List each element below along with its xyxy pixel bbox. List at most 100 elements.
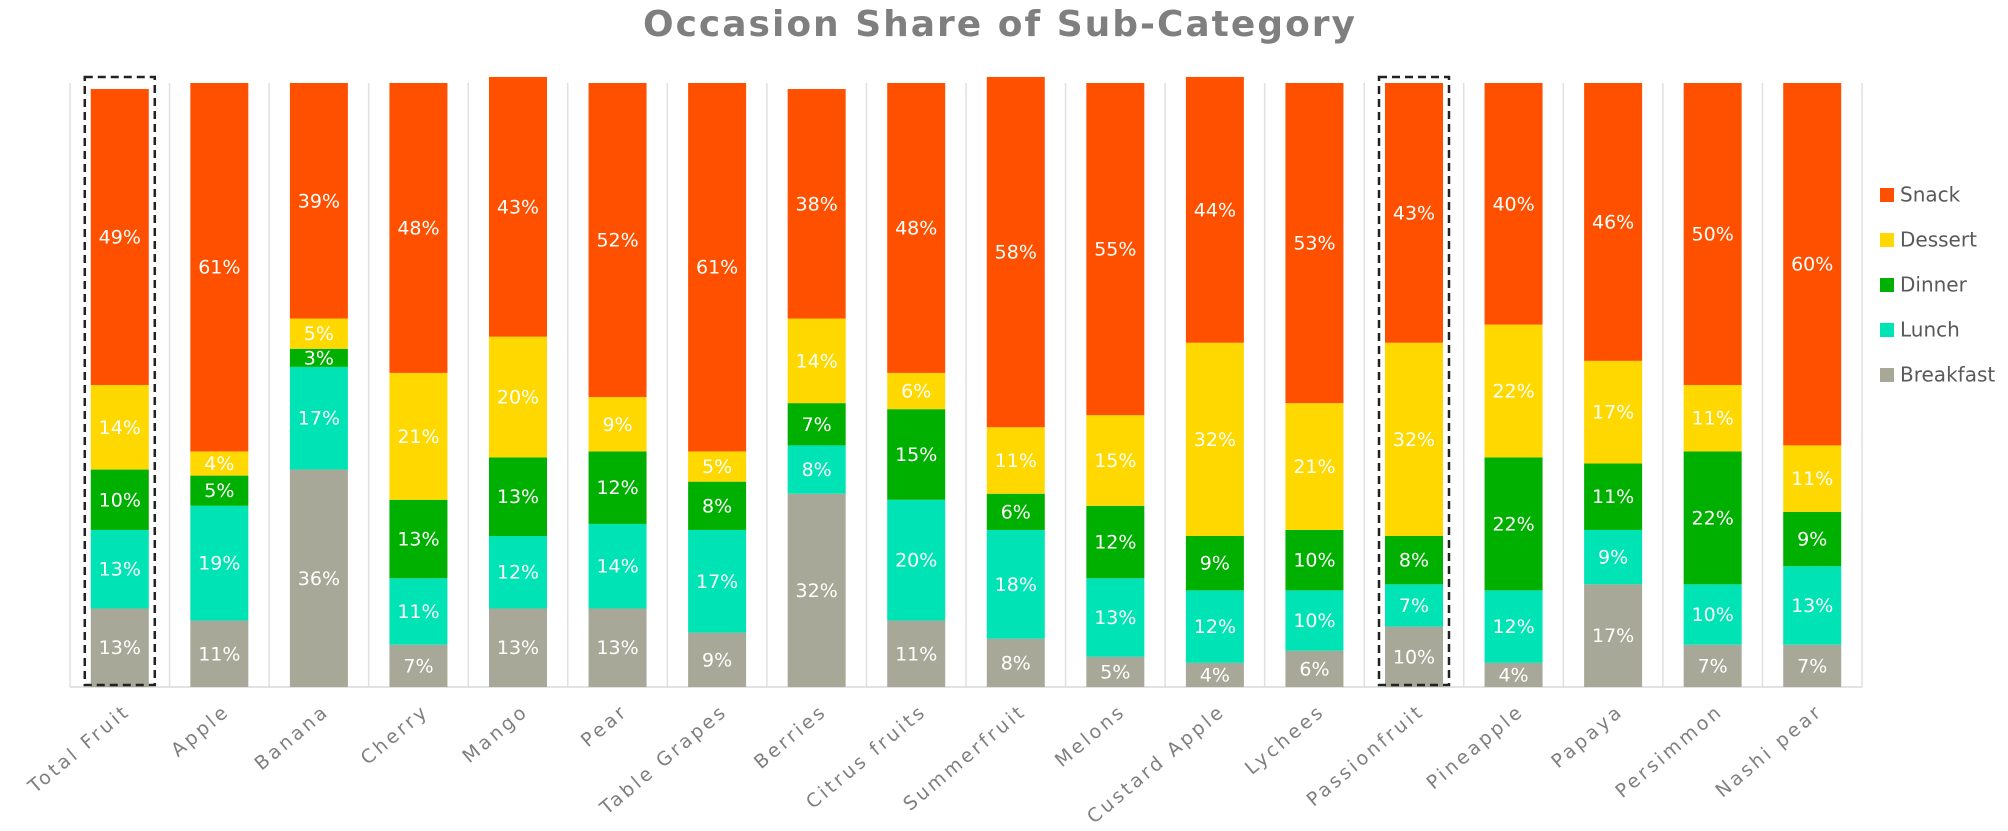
data-label: 58% — [995, 242, 1037, 264]
bar-segment — [887, 372, 946, 410]
data-label: 43% — [1393, 202, 1435, 224]
bar-segment — [887, 620, 946, 687]
bar-segment — [190, 475, 249, 506]
data-label: 50% — [1692, 224, 1734, 246]
bar-segment — [887, 83, 946, 373]
data-label: 61% — [696, 257, 738, 279]
x-tick-label: Cherry — [357, 700, 434, 769]
legend-swatch — [1880, 188, 1894, 202]
bar-segment — [90, 608, 149, 687]
bar-segment — [1086, 578, 1145, 657]
bar-segment — [190, 83, 249, 452]
x-tick-label: Berries — [750, 700, 831, 773]
bar-segment — [787, 89, 846, 319]
legend-label: Lunch — [1900, 318, 1960, 342]
bar-segment — [1086, 505, 1145, 579]
bar-segment — [389, 83, 448, 373]
data-label: 13% — [1791, 595, 1833, 617]
data-label: 13% — [397, 529, 439, 551]
bar-segment — [688, 529, 747, 633]
data-label: 10% — [99, 489, 141, 511]
data-label: 11% — [995, 450, 1037, 472]
bar-segment — [887, 409, 946, 500]
bar-segment — [1484, 83, 1543, 325]
data-label: 15% — [895, 444, 937, 466]
data-label: 18% — [995, 574, 1037, 596]
bar-segment — [1285, 403, 1344, 530]
data-label: 36% — [298, 568, 340, 590]
bar-segment — [190, 505, 249, 621]
bar-segment — [1385, 584, 1443, 627]
bar-segment — [90, 529, 149, 609]
bar-segment — [1584, 83, 1643, 361]
bar-segment — [1584, 584, 1643, 687]
bar-segment — [588, 608, 647, 687]
data-label: 10% — [1692, 604, 1734, 626]
bar-segment — [1285, 650, 1344, 687]
bar-segment — [1683, 584, 1742, 645]
data-label: 49% — [99, 227, 141, 249]
data-label: 10% — [1293, 550, 1335, 572]
data-label: 20% — [895, 550, 937, 572]
data-label: 14% — [99, 417, 141, 439]
bar-segment — [986, 493, 1045, 530]
bar-segment — [489, 608, 547, 687]
bar-segment — [986, 638, 1045, 687]
bar-segment — [389, 372, 448, 500]
data-label: 6% — [1001, 501, 1031, 523]
data-label: 12% — [1094, 532, 1136, 554]
data-label: 9% — [1598, 547, 1628, 569]
data-label: 10% — [1293, 610, 1335, 632]
data-label: 13% — [497, 637, 539, 659]
data-label: 10% — [1393, 646, 1435, 668]
data-label: 32% — [1393, 429, 1435, 451]
x-tick-label: Papaya — [1547, 700, 1628, 773]
data-label: 11% — [895, 643, 937, 665]
bar-segment — [1683, 385, 1742, 452]
bar-segment — [1683, 451, 1742, 585]
bar-segment — [489, 457, 547, 536]
bar-segment — [1385, 342, 1443, 536]
data-label: 13% — [1094, 607, 1136, 629]
data-label: 53% — [1293, 233, 1335, 255]
legend-swatch — [1880, 278, 1894, 292]
bar-segment — [1086, 83, 1145, 416]
bar-segment — [688, 83, 747, 452]
data-label: 8% — [802, 459, 832, 481]
bar-segment — [1683, 83, 1742, 385]
bar-segment — [1185, 342, 1244, 536]
bar-segment — [90, 469, 149, 530]
data-label: 43% — [497, 196, 539, 218]
x-tick-label: Total Fruit — [23, 700, 134, 798]
x-tick-label: Mango — [458, 700, 532, 767]
bar-segment — [1484, 590, 1543, 663]
data-label: 13% — [596, 637, 638, 659]
bar-segment — [190, 620, 249, 687]
data-label: 4% — [204, 453, 234, 475]
bar-segment — [588, 397, 647, 452]
data-label: 4% — [1200, 664, 1230, 686]
data-label: 21% — [1293, 456, 1335, 478]
data-label: 9% — [1797, 529, 1827, 551]
bar-segment — [1285, 529, 1344, 591]
legend-swatch — [1880, 233, 1894, 247]
x-tick-label: Nashi pear — [1711, 700, 1827, 802]
data-label: 44% — [1194, 199, 1236, 221]
x-tick-label: Lychees — [1241, 700, 1329, 779]
bar-segment — [1385, 83, 1443, 343]
x-tick-label: Pineapple — [1422, 700, 1528, 794]
data-label: 12% — [497, 562, 539, 584]
chart-title: Occasion Share of Sub-Category — [643, 4, 1357, 45]
bar-segment — [1783, 644, 1842, 687]
bar-segment — [1783, 566, 1842, 645]
bar-segment — [1783, 445, 1842, 512]
bar-segment — [1285, 83, 1344, 404]
data-label: 19% — [198, 553, 240, 575]
data-label: 22% — [1692, 507, 1734, 529]
bar-segment — [1584, 463, 1643, 530]
data-label: 14% — [596, 556, 638, 578]
data-label: 7% — [1797, 655, 1827, 677]
data-label: 12% — [1194, 616, 1236, 638]
data-label: 8% — [1399, 550, 1429, 572]
data-label: 39% — [298, 190, 340, 212]
